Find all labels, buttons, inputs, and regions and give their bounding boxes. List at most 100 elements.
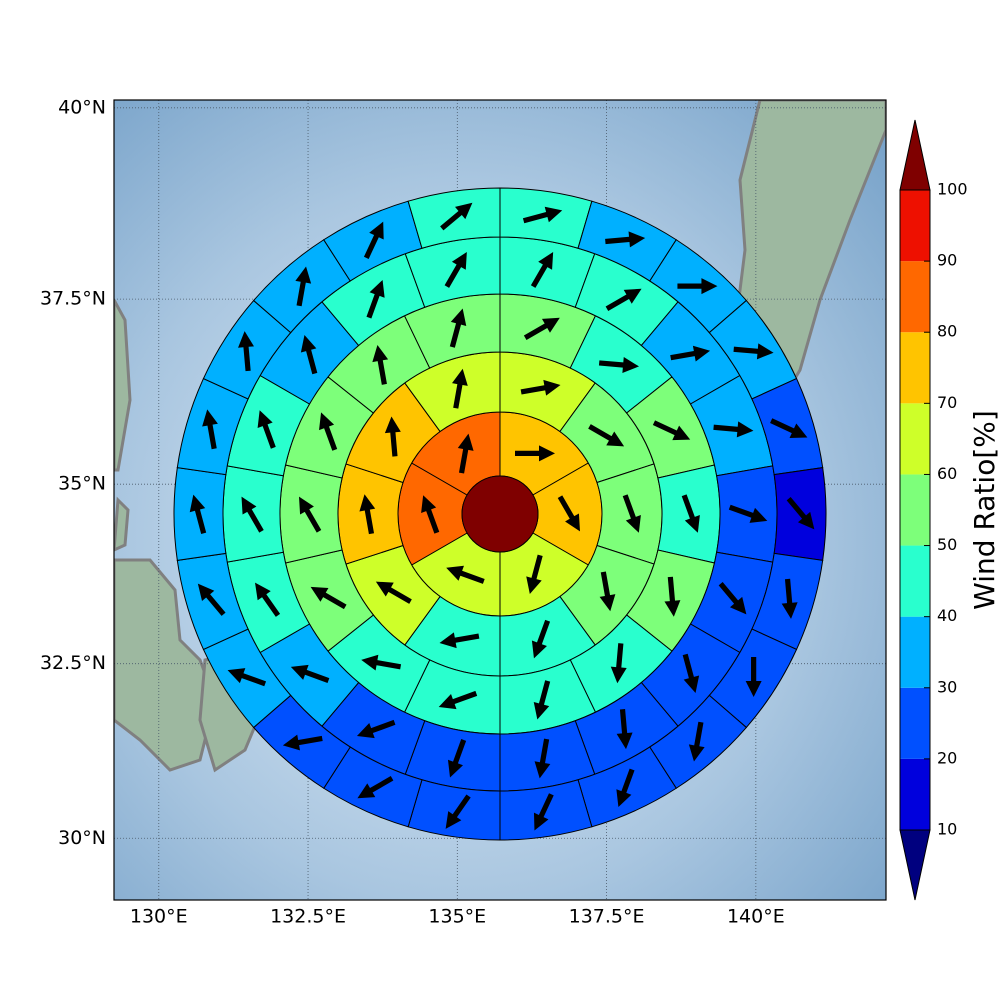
wind-arrow: [197, 583, 226, 616]
wind-arrow: [449, 308, 467, 348]
wind-arrow: [375, 581, 412, 604]
wind-arrow: [189, 494, 207, 534]
colorbar-bin: [900, 687, 930, 759]
x-tick-label: 140°E: [727, 906, 785, 928]
wind-arrow: [227, 668, 267, 687]
wind-arrow: [728, 504, 768, 523]
colorbar-bin: [900, 758, 930, 830]
colorbar-bin: [900, 261, 930, 333]
wind-arrow: [282, 734, 323, 751]
colorbar-bin: [900, 332, 930, 404]
wind-arrow: [444, 251, 467, 288]
wind-arrow: [622, 494, 641, 533]
x-tick-label: 130°E: [130, 906, 188, 928]
wind-arrow: [745, 657, 762, 698]
wind-arrows: [189, 202, 815, 831]
wind-arrow: [361, 654, 402, 671]
center-disk: [461, 475, 539, 553]
colorbar-tick-label: 20: [937, 748, 957, 767]
wind-arrow: [533, 680, 551, 720]
wind-arrow: [616, 768, 635, 808]
colorbar-under: [899, 829, 931, 901]
wind-arrow: [523, 317, 560, 341]
wind-arrow: [446, 565, 485, 584]
plot-frame: [113, 99, 887, 901]
x-tick-label: 137.5°E: [569, 906, 645, 928]
wind-arrow: [238, 331, 254, 372]
wind-arrow: [439, 632, 480, 649]
wind-arrow: [786, 497, 815, 530]
y-tick-label: 32.5°N: [40, 652, 106, 674]
wind-arrow: [310, 586, 347, 610]
wind-arrow: [295, 266, 312, 307]
colorbar-tick-label: 50: [937, 535, 957, 554]
wind-arrow: [718, 581, 747, 615]
wind-arrow: [733, 343, 774, 360]
wind-arrow: [770, 418, 808, 438]
colorbar: 10 20 30 40 50 60 70 80 90 100: [899, 119, 968, 901]
wind-arrow: [366, 279, 385, 319]
colorbar-tick-label: 60: [937, 464, 957, 483]
wind-arrow: [652, 420, 691, 441]
colorbar-tick-label: 80: [937, 322, 957, 341]
wind-arrow: [713, 421, 754, 438]
wind-arrow: [447, 739, 467, 778]
polar-chart: [173, 187, 827, 841]
wind-arrow: [241, 496, 264, 533]
colorbar-frame: [899, 189, 931, 831]
y-tick-label: 35°N: [58, 473, 106, 495]
wind-arrow: [682, 653, 700, 694]
wind-arrow: [290, 664, 330, 684]
wind-arrow: [677, 278, 718, 295]
wind-arrow: [438, 690, 478, 710]
x-tick-label: 132.5°E: [270, 906, 346, 928]
colorbar-tick-label: 100: [937, 180, 968, 199]
y-tick-label: 30°N: [58, 827, 106, 849]
colorbar-tick-label: 10: [937, 820, 957, 839]
x-tick-label: 135°E: [428, 906, 486, 928]
colorbar-label: Wind Ratio[%]: [968, 410, 1000, 610]
wind-arrow: [440, 202, 473, 231]
wind-arrow: [530, 251, 554, 288]
wind-arrow: [781, 578, 798, 619]
colorbar-tick-label: 30: [937, 677, 957, 696]
wind-arrow: [688, 721, 705, 762]
colorbar-bin: [900, 474, 930, 546]
wind-arrow: [319, 412, 338, 451]
colorbar-bin: [900, 545, 930, 617]
wind-arrow: [557, 495, 580, 532]
wind-arrow: [520, 379, 561, 396]
wind-arrow: [384, 416, 401, 457]
wind-arrow: [681, 494, 700, 533]
wind-arrow: [522, 206, 563, 224]
wind-arrow: [515, 445, 555, 462]
wind-arrow: [526, 554, 543, 594]
wind-arrow: [202, 409, 218, 450]
wind-arrow: [605, 231, 646, 248]
wind-arrow: [356, 719, 396, 739]
colorbar-bin: [900, 616, 930, 688]
wind-arrow: [533, 793, 554, 831]
colorbar-tick-label: 40: [937, 606, 957, 625]
wind-arrow: [531, 619, 551, 659]
wind-arrow: [605, 288, 642, 312]
wind-arrow: [357, 776, 394, 799]
wind-arrow: [610, 643, 627, 684]
wind-arrow: [588, 424, 625, 447]
wind-arrow: [255, 582, 281, 617]
wind-arrow: [363, 221, 384, 259]
wind-arrow: [457, 433, 474, 474]
y-tick-label: 37.5°N: [40, 288, 106, 310]
wind-arrow: [359, 494, 376, 535]
land-mass: [114, 299, 132, 472]
wind-arrow: [452, 368, 468, 409]
wind-arrow: [616, 709, 633, 750]
wind-arrow: [534, 738, 551, 779]
colorbar-tick-label: 70: [937, 393, 957, 412]
wind-arrow: [299, 496, 322, 533]
wind-arrow: [445, 794, 471, 829]
wind-arrow: [664, 576, 681, 617]
colorbar-over: [899, 119, 931, 191]
